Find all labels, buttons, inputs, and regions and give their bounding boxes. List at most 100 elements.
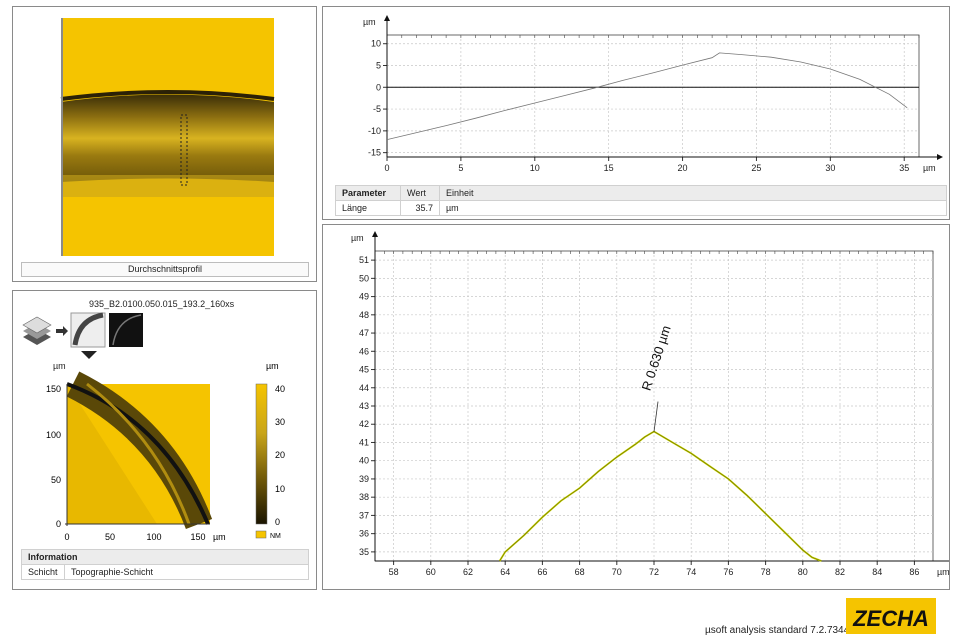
y-tick-label: 10: [371, 39, 381, 49]
x-tick-label: 66: [537, 567, 547, 577]
topography-panel: 935_B2.0100.050.015_193.2_160xs µm: [12, 290, 317, 590]
colorbar-ticks: 40 30 20 10 0: [275, 384, 285, 527]
y-tick-label: 0: [376, 82, 381, 92]
software-version: µsoft analysis standard 7.2.7344: [705, 625, 850, 636]
radius-chart-panel: 58 60 62 64 66 68 70 72 74 76 78 80 82 84 86 35 36 37 38 39…: [322, 224, 950, 590]
x-tick-label: 5: [458, 163, 463, 173]
y-tick-label: 46: [359, 346, 369, 356]
x-tick-label: 84: [872, 567, 882, 577]
y-tick-label: -15: [368, 148, 381, 158]
map-y-tick: 100: [46, 430, 61, 440]
series-line: [386, 52, 908, 140]
y-tick-label: -10: [368, 126, 381, 136]
x-tick-label: 64: [500, 567, 510, 577]
y-tick-label: 47: [359, 328, 369, 338]
legend-swatch: [255, 530, 267, 539]
y-axis-arrow: [372, 231, 378, 237]
info-table: Information Schicht Topographie-Schicht: [21, 549, 309, 580]
x-axis-arrow: [937, 154, 943, 160]
map-x-tick: 100: [146, 532, 161, 542]
profile-caption: Durchschnittsprofil: [21, 262, 309, 277]
x-tick-label: 58: [389, 567, 399, 577]
plot-frame: [374, 250, 934, 562]
y-axis-unit: µm: [351, 233, 364, 243]
colorbar-tick: 40: [275, 384, 285, 394]
y-tick-label: 43: [359, 401, 369, 411]
surface-thumbnail-icon: [70, 312, 106, 359]
x-tick-label: 74: [686, 567, 696, 577]
y-tick-label: 41: [359, 437, 369, 447]
x-tick-label: 25: [751, 163, 761, 173]
y-tick-label: 5: [376, 61, 381, 71]
x-tick-label: 60: [426, 567, 436, 577]
colorbar-tick: 30: [275, 417, 285, 427]
y-tick-label: 37: [359, 510, 369, 520]
x-tick-label: 30: [825, 163, 835, 173]
zecha-logo: ZECHA: [846, 598, 936, 634]
map-y-tick: 150: [46, 384, 61, 394]
y-tick-label: 38: [359, 492, 369, 502]
x-tick-label: 20: [678, 163, 688, 173]
map-y-ticks: 150 100 50 0: [46, 384, 61, 529]
x-tick-label: 62: [463, 567, 473, 577]
x-tick-label: 80: [798, 567, 808, 577]
plot-frame: [386, 34, 920, 158]
map-x-tick: 150: [190, 532, 205, 542]
mask-thumbnail-icon: [109, 313, 143, 347]
colorbar: [255, 383, 268, 525]
y-tick-label: 42: [359, 419, 369, 429]
x-tick-label: 15: [604, 163, 614, 173]
y-tick-label: 36: [359, 529, 369, 539]
params-header-unit: Einheit: [439, 185, 947, 201]
layer-stack-icon: [22, 316, 52, 345]
y-tick-label: 49: [359, 292, 369, 302]
x-tick-label: 82: [835, 567, 845, 577]
x-tick-label: 10: [530, 163, 540, 173]
y-axis-arrow: [384, 15, 390, 21]
map-x-ticks: 0 50 100 150: [64, 532, 205, 542]
y-tick-label: 48: [359, 310, 369, 320]
map-y-unit: µm: [53, 361, 66, 371]
params-row-value: 35.7: [400, 200, 440, 216]
x-tick-label: 78: [761, 567, 771, 577]
profile-image: [60, 18, 275, 256]
y-axis-unit: µm: [363, 17, 376, 27]
y-tick-label: 44: [359, 383, 369, 393]
colorbar-unit: µm: [266, 361, 279, 371]
layer-tool-icons[interactable]: [19, 311, 159, 371]
annotation-leader: [653, 401, 659, 432]
file-name: 935_B2.0100.050.015_193.2_160xs: [89, 299, 235, 309]
x-tick-label: 76: [723, 567, 733, 577]
x-tick-label: 72: [649, 567, 659, 577]
colorbar-tick: 20: [275, 450, 285, 460]
info-header: Information: [21, 549, 309, 565]
x-tick-label: 70: [612, 567, 622, 577]
map-plot-area: [66, 371, 213, 530]
legend-label: NM: [270, 533, 281, 540]
params-table: Parameter Wert Einheit Länge 35.7 µm: [335, 185, 947, 216]
info-row-label: Schicht: [21, 564, 65, 580]
radius-chart: 58 60 62 64 66 68 70 72 74 76 78 80 82 84 86 35 36 37 38 39…: [351, 231, 949, 577]
colorbar-tick: 10: [275, 484, 285, 494]
profile-image-panel: Durchschnittsprofil: [12, 6, 317, 282]
x-axis-unit: µm: [937, 567, 949, 577]
x-tick-label: 35: [899, 163, 909, 173]
map-y-tick: 50: [51, 475, 61, 485]
y-tick-label: 40: [359, 456, 369, 466]
params-header-value: Wert: [400, 185, 440, 201]
x-tick-label: 86: [909, 567, 919, 577]
profile-chart: 0 5 10 15 20 25 30 35 -15 -10 -5 0 5 10 µm µm: [363, 15, 943, 173]
map-x-unit: µm: [213, 532, 226, 542]
x-tick-label: 0: [384, 163, 389, 173]
colorbar-tick: 0: [275, 517, 280, 527]
map-x-tick: 50: [105, 532, 115, 542]
topography-map: µm 150 100 50 0 0 50 100 150 µm: [46, 361, 285, 542]
y-tick-label: 39: [359, 474, 369, 484]
x-tick-label: 68: [575, 567, 585, 577]
params-row-unit: µm: [439, 200, 947, 216]
svg-text:ZECHA: ZECHA: [852, 606, 929, 631]
y-tick-label: -5: [373, 104, 381, 114]
params-row-label: Länge: [335, 200, 401, 216]
y-tick-label: 35: [359, 547, 369, 557]
params-header-parameter: Parameter: [335, 185, 401, 201]
